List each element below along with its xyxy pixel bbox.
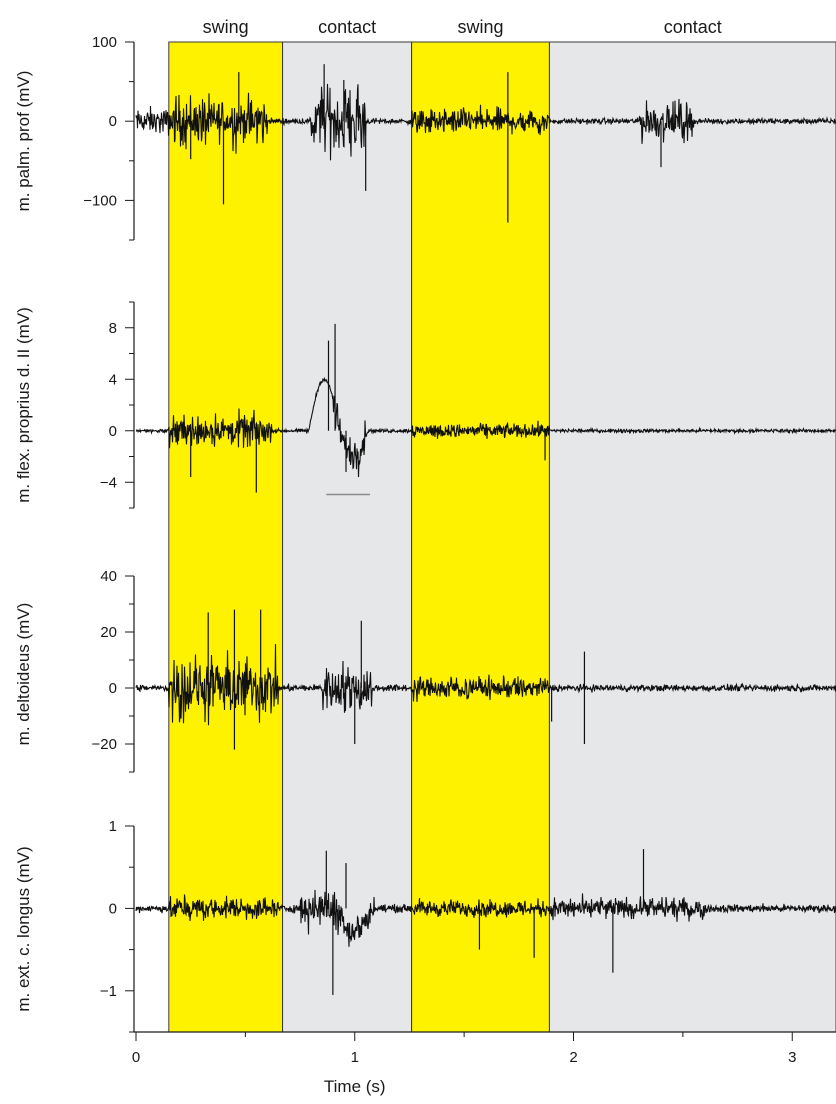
x-axis-label: Time (s) [324,1077,386,1096]
y-tick-label-3: −1 [100,983,117,1000]
y-tick-label-3: 1 [109,818,117,835]
panel-3: −1 0 1 m. ext. c. longus (mV) [14,818,836,1033]
y-axis-label-2: m. deltoideus (mV) [14,603,33,746]
y-tick-label-2: 0 [109,680,117,697]
emg-trace-3 [135,889,836,947]
y-axis-label-0: m. palm. prof (mV) [14,71,33,212]
phase-bands [168,41,836,1033]
y-tick-label-2: 20 [100,624,117,641]
x-tick-label: 2 [569,1049,577,1066]
phase-label-0: swing [203,17,249,37]
panel-0: −100 0 100 m. palm. prof (mV) [14,34,836,241]
y-axis-label-1: m. flex. proprius d. II (mV) [14,307,33,503]
y-tick-label-0: −100 [83,192,117,209]
phase-band-2 [411,41,550,1033]
panel-2: −20 0 20 40 m. deltoideus (mV) [14,568,836,773]
phase-label-1: contact [318,17,376,37]
y-tick-label-2: −20 [92,736,117,753]
phase-band-1 [282,41,413,1033]
panel-1: −4 0 4 8 m. flex. proprius d. II (mV) [14,301,836,509]
y-axis-label-3: m. ext. c. longus (mV) [14,846,33,1011]
y-tick-label-1: 4 [109,371,117,388]
y-tick-label-2: 40 [100,568,117,585]
x-axis: 0 1 2 3 Time (s) [132,1031,836,1096]
y-tick-label-1: 8 [109,320,117,337]
y-tick-label-3: 0 [109,900,117,917]
emg-trace-1 [135,376,836,478]
x-tick-label: 0 [132,1049,140,1066]
x-tick-label: 3 [788,1049,796,1066]
y-tick-label-1: 0 [109,423,117,440]
y-tick-label-0: 0 [109,113,117,130]
y-tick-label-0: 100 [92,34,117,51]
phase-label-3: contact [664,17,722,37]
x-tick-label: 1 [351,1049,359,1066]
phase-label-2: swing [458,17,504,37]
phase-band-3 [548,41,836,1033]
phase-labels: swing contact swing contact [203,17,722,37]
phase-band-0 [168,41,284,1033]
emg-trace-0 [135,83,836,161]
emg-trace-2 [135,644,836,726]
y-tick-label-1: −4 [100,474,117,491]
